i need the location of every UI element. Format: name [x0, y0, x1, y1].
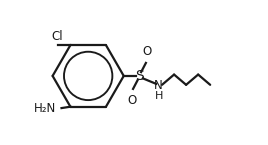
- Text: S: S: [135, 69, 144, 83]
- Text: N: N: [154, 79, 163, 92]
- Text: O: O: [127, 94, 137, 107]
- Text: Cl: Cl: [52, 30, 63, 44]
- Text: O: O: [142, 45, 152, 58]
- Text: H₂N: H₂N: [34, 102, 56, 115]
- Text: H: H: [154, 91, 163, 101]
